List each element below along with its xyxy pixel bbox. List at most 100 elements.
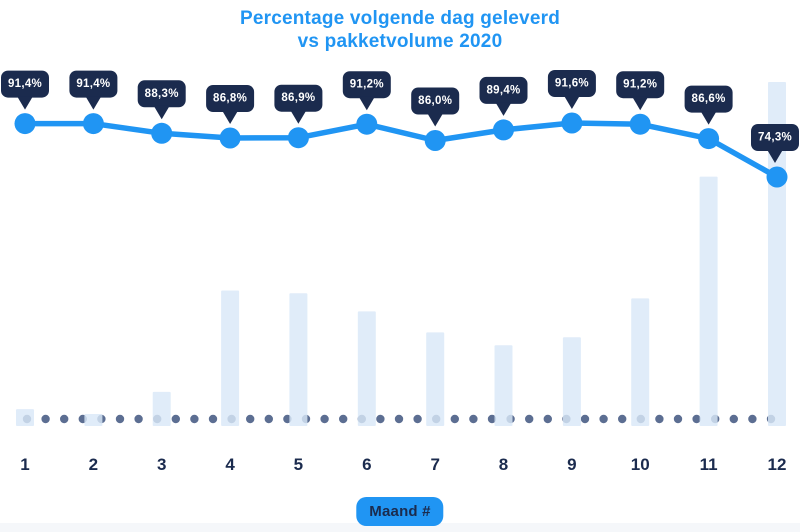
baseline-dot bbox=[525, 414, 534, 424]
callout-label: 89,4% bbox=[486, 84, 520, 96]
line-point-month-5 bbox=[287, 127, 309, 149]
callout-label: 91,2% bbox=[350, 79, 384, 91]
chart-title: Percentage volgende dag geleverd vs pakk… bbox=[0, 7, 800, 53]
x-tick-label-month-1: 1 bbox=[20, 455, 29, 474]
baseline-dot bbox=[59, 414, 69, 424]
xaxis-badge: Maand # bbox=[356, 497, 444, 526]
baseline-dot bbox=[208, 414, 218, 424]
value-callout-month-2: 91,4% bbox=[69, 70, 118, 110]
value-callout-month-9: 91,6% bbox=[547, 70, 596, 109]
callout-tail bbox=[427, 113, 444, 127]
x-tick-label-month-12: 12 bbox=[768, 455, 787, 474]
callout-label: 74,3% bbox=[758, 132, 792, 144]
callout-label: 91,4% bbox=[76, 78, 110, 90]
value-callout-month-11: 86,6% bbox=[684, 85, 733, 125]
line-point-month-10 bbox=[629, 113, 651, 135]
callout-label: 91,4% bbox=[8, 78, 42, 90]
line-point-month-9 bbox=[561, 112, 583, 134]
value-callout-month-12: 74,3% bbox=[751, 124, 799, 163]
x-tick-label-month-10: 10 bbox=[631, 455, 650, 474]
value-callout-month-7: 86,0% bbox=[411, 87, 460, 127]
callout-tail bbox=[85, 96, 102, 110]
volume-bar-month-8 bbox=[494, 345, 513, 426]
baseline-dot bbox=[469, 414, 478, 424]
callout-bubble bbox=[137, 80, 186, 108]
line-point-month-11 bbox=[698, 128, 720, 150]
line-point-month-6 bbox=[356, 113, 378, 135]
value-callout-month-8: 89,4% bbox=[479, 76, 528, 116]
x-tick-label-month-7: 7 bbox=[430, 455, 439, 474]
volume-bar-month-7 bbox=[426, 332, 445, 426]
x-tick-label-month-5: 5 bbox=[294, 455, 303, 474]
baseline-dot bbox=[171, 414, 180, 424]
volume-bar-month-10 bbox=[631, 298, 650, 426]
baseline-dot bbox=[320, 414, 329, 424]
x-tick-label-month-11: 11 bbox=[700, 455, 718, 474]
callout-tail bbox=[632, 96, 649, 111]
callout-label: 86,8% bbox=[213, 93, 247, 105]
callout-label: 86,6% bbox=[692, 93, 726, 105]
x-tick-label-month-3: 3 bbox=[157, 455, 166, 474]
value-callout-month-4: 86,8% bbox=[206, 85, 255, 124]
baseline-dot bbox=[673, 414, 683, 424]
callout-bubble bbox=[684, 85, 733, 113]
line-point-month-3 bbox=[151, 122, 173, 144]
callout-bubble bbox=[69, 70, 118, 98]
value-callout-month-6: 91,2% bbox=[342, 71, 391, 111]
volume-bar-month-2 bbox=[84, 414, 103, 426]
callout-tail bbox=[495, 102, 512, 116]
baseline-dot bbox=[394, 414, 404, 424]
baseline-dot bbox=[264, 414, 273, 424]
baseline-dot bbox=[190, 414, 199, 424]
x-tick-label-month-6: 6 bbox=[362, 455, 371, 474]
baseline-dot bbox=[450, 414, 459, 424]
baseline-dot bbox=[413, 414, 422, 424]
callout-tail bbox=[700, 111, 717, 125]
value-callouts: 91,4% 91,4% 88,3% 86,8% 86,9% 91,2% 86,0% 89,4%… bbox=[1, 70, 799, 163]
line-point-month-4 bbox=[219, 127, 241, 149]
callout-label: 88,3% bbox=[145, 88, 179, 100]
chart-title-line2: vs pakketvolume 2020 bbox=[297, 31, 503, 52]
x-tick-label-month-2: 2 bbox=[89, 455, 98, 474]
line-point-month-12 bbox=[766, 166, 788, 188]
baseline-dot bbox=[246, 414, 255, 424]
percentage-line bbox=[22, 120, 780, 180]
baseline-dot bbox=[655, 414, 664, 424]
line-points bbox=[14, 112, 788, 188]
callout-tail bbox=[563, 95, 580, 109]
baseline-dot bbox=[729, 414, 738, 424]
callout-label: 86,9% bbox=[281, 92, 315, 104]
x-axis-labels: 1 2 3 4 5 6 7 8 9 10 11 12 bbox=[20, 455, 786, 474]
callout-bubble bbox=[206, 85, 255, 112]
callout-bubble bbox=[479, 76, 528, 104]
callout-tail bbox=[290, 110, 307, 124]
callout-tail bbox=[17, 96, 33, 110]
volume-bar-month-1 bbox=[16, 409, 34, 426]
baseline-dot bbox=[376, 414, 385, 424]
baseline-dot bbox=[134, 414, 143, 424]
baseline-dot bbox=[543, 414, 552, 424]
baseline-dot bbox=[339, 414, 348, 424]
callout-label: 86,0% bbox=[418, 95, 452, 107]
value-callout-month-5: 86,9% bbox=[274, 84, 323, 124]
baseline-dot bbox=[115, 414, 125, 424]
callout-bubble bbox=[616, 71, 665, 99]
line-point-month-7 bbox=[424, 130, 446, 151]
baseline-dot bbox=[692, 414, 701, 424]
volume-bar-month-9 bbox=[562, 337, 581, 426]
line-point-month-8 bbox=[493, 119, 514, 141]
volume-bar-month-11 bbox=[699, 176, 718, 426]
volume-bar-month-4 bbox=[221, 290, 240, 426]
baseline-dot bbox=[41, 414, 50, 424]
value-callout-month-10: 91,2% bbox=[616, 71, 665, 111]
line-point-month-2 bbox=[82, 113, 104, 135]
line-point-month-1 bbox=[14, 113, 36, 135]
value-callout-month-3: 88,3% bbox=[137, 80, 186, 120]
callout-bubble bbox=[1, 70, 49, 98]
x-tick-label-month-4: 4 bbox=[225, 455, 235, 474]
callout-bubble bbox=[342, 71, 391, 99]
callout-bubble bbox=[547, 70, 596, 97]
chart-title-line1: Percentage volgende dag geleverd bbox=[239, 8, 560, 29]
